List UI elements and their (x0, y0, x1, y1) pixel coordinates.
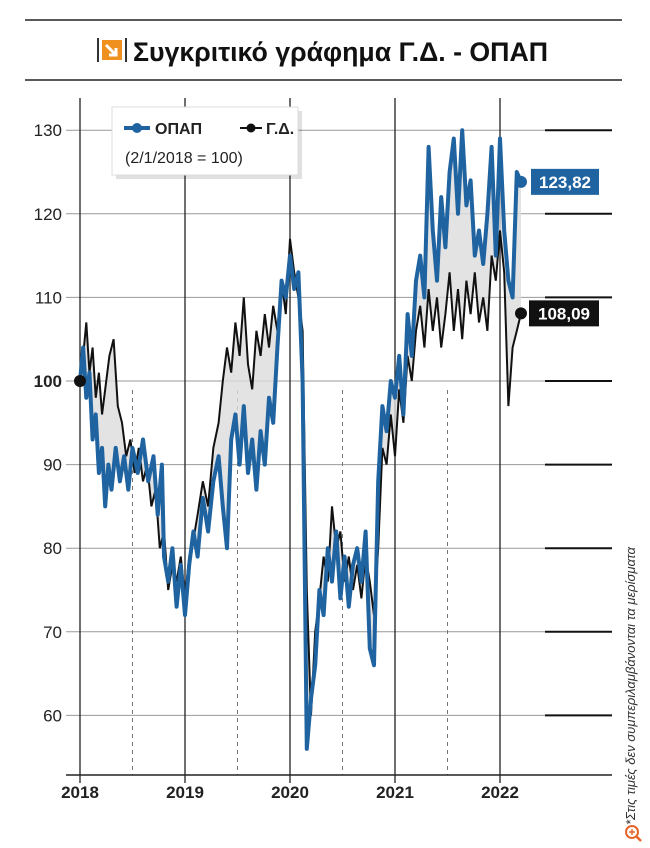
end-marker-gd (515, 307, 527, 320)
y-tick-label: 80 (43, 539, 62, 558)
y-tick-label: 90 (43, 456, 62, 475)
x-tick-label: 2019 (166, 783, 204, 802)
end-marker-opap (515, 175, 527, 188)
end-label-box-opap (531, 168, 599, 195)
y-tick-label: 110 (35, 288, 62, 307)
y-tick-label: 130 (34, 121, 62, 140)
title-logo-icon (97, 38, 127, 62)
footnote: *Στις τιμές δεν συμπεριλαμβάνονται τα με… (623, 546, 638, 825)
legend: ΟΠΑΠ Γ.Δ. (2/1/2018 = 100) (111, 106, 302, 179)
legend-gd-label: Γ.Δ. (266, 121, 294, 138)
legend-subtitle: (2/1/2018 = 100) (125, 150, 243, 167)
end-marks: 123,82 108,09 (74, 168, 599, 387)
grid (66, 98, 612, 783)
legend-opap-marker (132, 123, 142, 133)
difference-fill (80, 130, 521, 749)
series-line-opap (78, 128, 523, 751)
chart-title: Συγκριτικό γράφημα Γ.Δ. - ΟΠΑΠ (133, 37, 548, 67)
legend-opap-label: ΟΠΑΠ (155, 121, 202, 138)
x-tick-label: 2021 (376, 783, 414, 802)
axes: 60 70 80 90 100 110 120 130 2018 2019 2020 2021 2022 (34, 121, 612, 802)
legend-gd-marker (246, 123, 256, 133)
zoom-icon[interactable] (625, 825, 642, 842)
x-tick-label: 2018 (61, 783, 99, 802)
end-label-opap: 123,82 (539, 173, 591, 192)
y-tick-label: 100 (34, 372, 62, 391)
end-label-box-gd (529, 300, 599, 327)
x-tick-label: 2020 (271, 783, 309, 802)
y-tick-label: 120 (34, 205, 62, 224)
y-tick-label: 70 (43, 623, 62, 642)
start-marker (74, 375, 86, 387)
x-tick-label: 2022 (481, 783, 519, 802)
y-tick-label: 60 (43, 706, 62, 725)
end-label-gd: 108,09 (538, 304, 590, 323)
